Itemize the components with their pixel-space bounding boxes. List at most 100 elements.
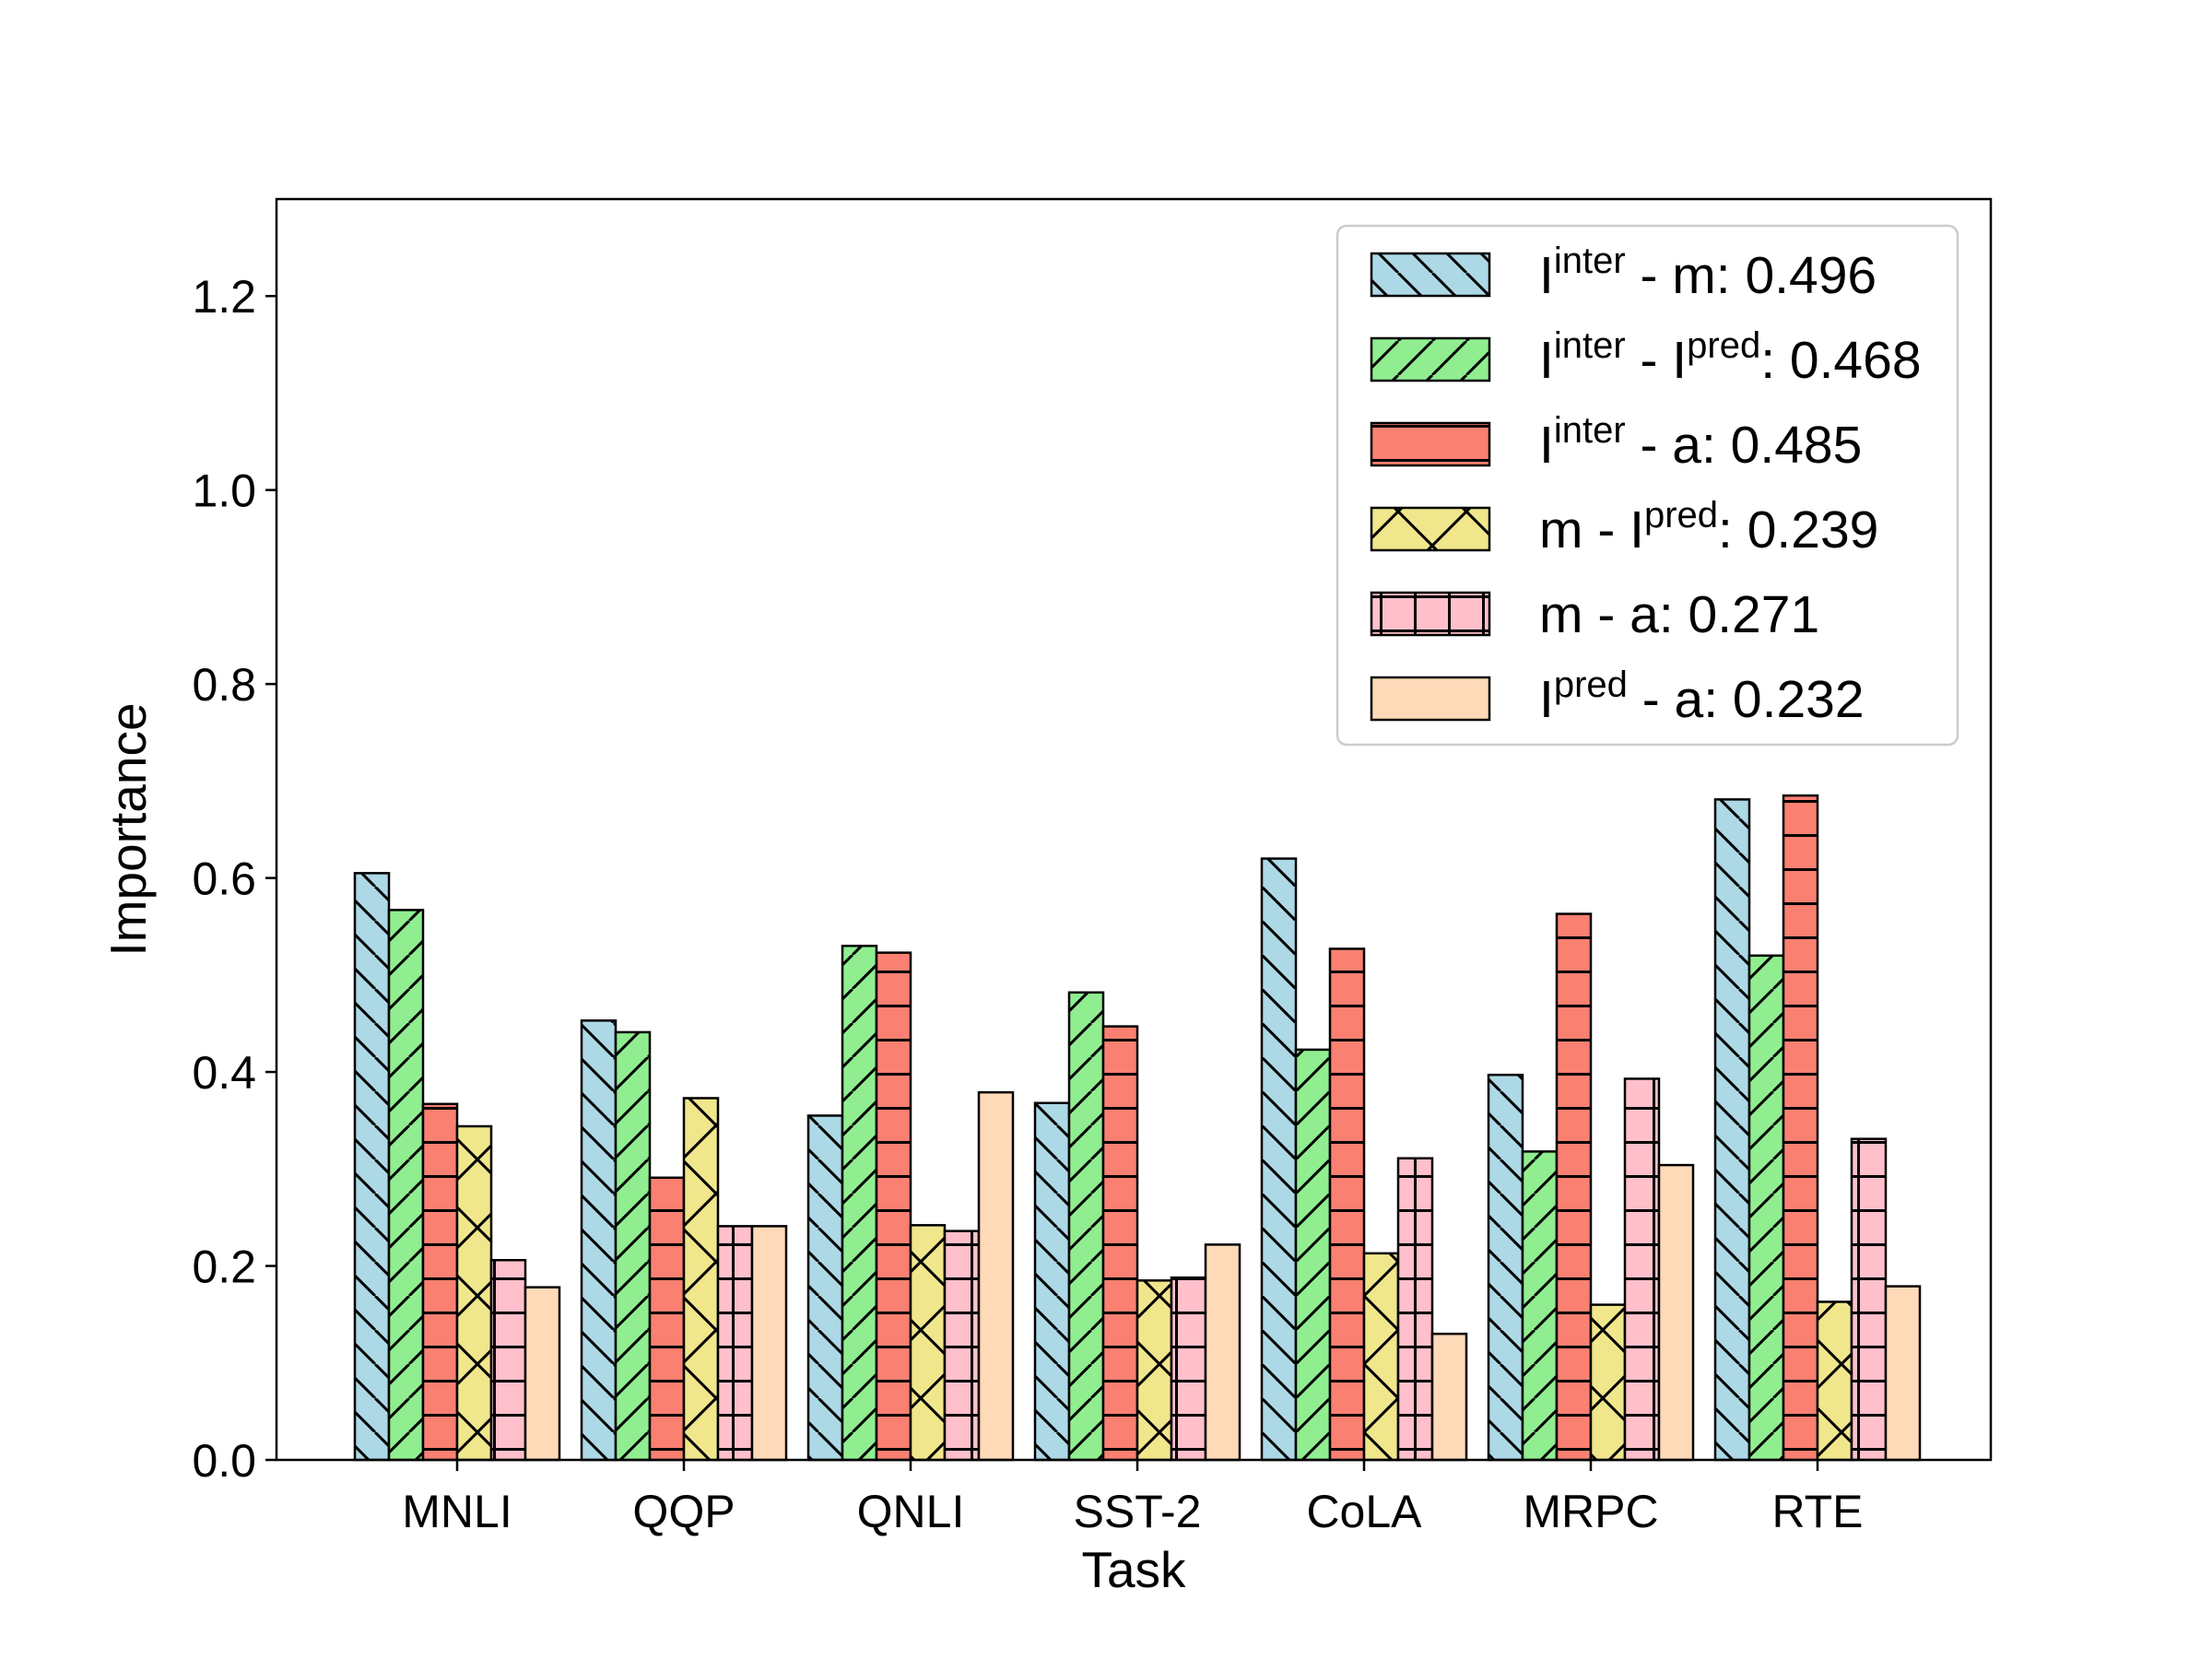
legend-frame <box>1335 224 1959 747</box>
bar-qnli-s6 <box>979 1092 1013 1460</box>
legend-handle-outline-s1 <box>1370 252 1491 298</box>
bar-cola-s6 <box>1432 1334 1466 1460</box>
bar-rte-s3-hatch <box>1783 795 1818 1460</box>
legend-label-s3: Iinter​ - a: 0.485 <box>1539 410 1862 475</box>
y-tick-label: 1.0 <box>192 465 256 517</box>
bar-mnli-s1-hatch <box>355 873 389 1460</box>
bar-mrpc-s6 <box>1659 1165 1693 1460</box>
bar-sst2-s3-hatch <box>1103 1026 1137 1460</box>
legend-label-s6: Ipred​ - a: 0.232 <box>1539 665 1865 729</box>
y-tick-label: 0.6 <box>192 853 256 905</box>
bar-qnli-s3-hatch <box>877 952 911 1460</box>
legend-text-part: m - a: 0.271 <box>1539 585 1819 644</box>
legend-handle-outline-s3 <box>1370 421 1491 467</box>
legend: Iinter​ - m: 0.496 Iinter​ - Ipred​: 0.46… <box>1335 224 1959 747</box>
bar-cola-s1-hatch <box>1262 858 1296 1460</box>
bar-qnli-s5-hatch <box>945 1230 979 1460</box>
legend-handle-hatch-s3 <box>1371 423 1489 465</box>
x-tick-label: MRPC <box>1523 1486 1658 1537</box>
bar-mrpc-s4-hatch <box>1591 1304 1625 1460</box>
y-tick-label: 1.2 <box>192 271 256 323</box>
legend-text-part: - a: 0.232 <box>1628 670 1865 729</box>
bar-qnli-s1-hatch <box>808 1115 842 1460</box>
legend-text-part: : 0.239 <box>1718 500 1878 559</box>
bar-mrpc-s3-hatch <box>1557 913 1591 1460</box>
bar-qnli-s4-hatch <box>911 1225 945 1460</box>
legend-label-s4: m - Ipred​: 0.239 <box>1539 495 1878 559</box>
x-tick-label: CoLA <box>1306 1486 1422 1537</box>
legend-handle-hatch-s5 <box>1371 593 1489 635</box>
bar-sst2-s2-hatch <box>1069 992 1103 1460</box>
legend-text-part: I <box>1539 416 1554 475</box>
bar-qqp-s5-hatch <box>718 1226 752 1460</box>
legend-handle-outline-s5 <box>1370 591 1491 637</box>
x-axis: MNLI QQP QNLI SST-2 CoLA MRPC RTE <box>402 1460 1864 1537</box>
y-axis-title: Importance <box>100 702 157 956</box>
legend-superscript: pred <box>1644 495 1718 535</box>
legend-handle-outline-s2 <box>1370 336 1491 382</box>
legend-label-s5: m - a: 0.271 <box>1539 585 1819 644</box>
legend-text-part: m - I <box>1539 500 1644 559</box>
bar-qqp-s4-hatch <box>684 1098 718 1460</box>
y-tick-label: 0.2 <box>192 1241 256 1293</box>
bar-rte-s1-hatch <box>1715 799 1749 1460</box>
legend-text-part: I <box>1539 246 1554 305</box>
legend-text-part: - m: 0.496 <box>1626 246 1877 305</box>
legend-text-part: I <box>1539 670 1554 729</box>
bar-cola-s5-hatch <box>1398 1158 1432 1460</box>
x-axis-title: Task <box>1081 1541 1186 1598</box>
bar-rte-s6 <box>1886 1286 1920 1460</box>
bars <box>353 794 1922 1462</box>
legend-text-part: - a: 0.485 <box>1626 416 1863 475</box>
bar-rte-s4-hatch <box>1818 1301 1852 1460</box>
bar-sst2-s5-hatch <box>1171 1277 1206 1460</box>
x-tick-label: QNLI <box>857 1486 965 1537</box>
bar-qnli-s2-hatch <box>842 946 877 1460</box>
legend-handle-hatch-s4 <box>1371 508 1489 550</box>
plot-frame <box>275 197 1993 1462</box>
legend-superscript: inter <box>1554 325 1626 366</box>
bar-mnli-s2-hatch <box>389 910 423 1460</box>
bar-sst2-s4-hatch <box>1137 1280 1171 1460</box>
bar-mnli-s4-hatch <box>457 1126 491 1460</box>
legend-text-part: - I <box>1626 331 1688 390</box>
x-tick-label: MNLI <box>402 1486 512 1537</box>
bar-cola-s3-hatch <box>1330 948 1364 1460</box>
legend-label-s1: Iinter​ - m: 0.496 <box>1539 241 1877 305</box>
y-tick-label: 0.8 <box>192 659 256 711</box>
bar-mrpc-s1-hatch <box>1488 1075 1523 1460</box>
bar-sst2-s1-hatch <box>1035 1102 1069 1460</box>
y-tick-label: 0.0 <box>192 1435 256 1487</box>
bar-cola-s4-hatch <box>1364 1253 1398 1460</box>
bar-qqp-s3-hatch <box>650 1177 684 1460</box>
legend-handle-hatch-s2 <box>1371 338 1489 381</box>
legend-superscript: inter <box>1554 410 1626 451</box>
bar-qqp-s1-hatch <box>582 1020 616 1460</box>
bar-qqp-s2-hatch <box>616 1031 650 1460</box>
legend-handle-outline-s6 <box>1370 676 1491 722</box>
legend-handle-s6 <box>1371 677 1489 720</box>
legend-text-part: : 0.468 <box>1760 331 1921 390</box>
legend-text-part: I <box>1539 331 1554 390</box>
x-tick-label: SST-2 <box>1074 1486 1202 1537</box>
bar-mnli-s3-hatch <box>423 1103 457 1460</box>
legend-superscript: inter <box>1554 241 1626 281</box>
bar-cola-s2-hatch <box>1296 1049 1330 1460</box>
bar-qqp-s6 <box>752 1226 786 1460</box>
bar-mrpc-s5-hatch <box>1625 1078 1659 1460</box>
y-axis: 0.0 0.2 0.4 0.6 0.8 1.0 1.2 <box>192 271 276 1487</box>
y-tick-label: 0.4 <box>192 1047 256 1099</box>
bar-mnli-s6 <box>525 1287 559 1460</box>
legend-handle-hatch-s1 <box>1371 253 1489 296</box>
legend-superscript: pred <box>1687 325 1760 366</box>
legend-superscript: pred <box>1554 665 1628 705</box>
bar-mrpc-s2-hatch <box>1523 1151 1557 1460</box>
legend-handle-outline-s4 <box>1370 506 1491 552</box>
bar-rte-s5-hatch <box>1852 1138 1886 1460</box>
legend-label-s2: Iinter​ - Ipred​: 0.468 <box>1539 325 1922 390</box>
bar-sst2-s6 <box>1206 1244 1240 1460</box>
x-tick-label: RTE <box>1771 1486 1863 1537</box>
bar-mnli-s5-hatch <box>491 1260 525 1460</box>
bar-rte-s2-hatch <box>1749 955 1783 1460</box>
